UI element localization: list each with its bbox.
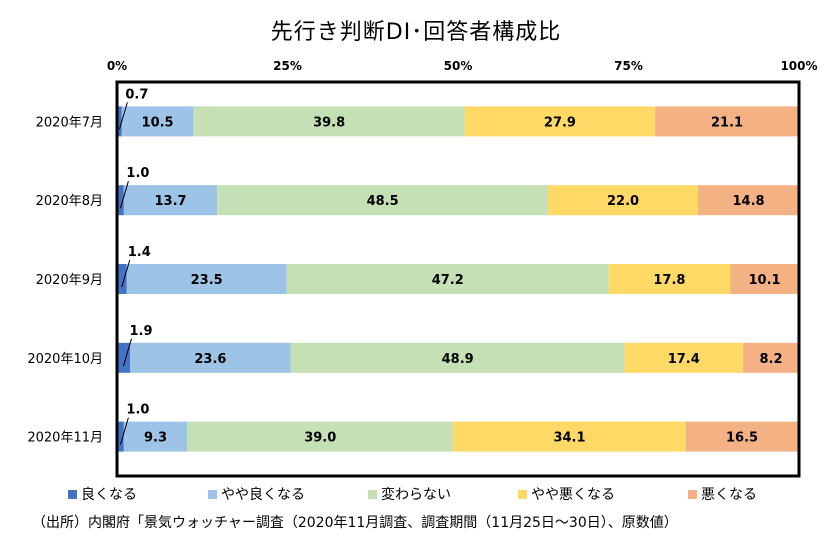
legend-label: 変わらない [381, 487, 451, 503]
data-label: 1.0 [126, 166, 149, 181]
legend-label: 良くなる [81, 487, 137, 503]
data-label: 16.5 [726, 431, 758, 446]
bar-segment [743, 342, 799, 373]
bar-segment [117, 106, 122, 137]
data-label: 23.5 [191, 273, 223, 288]
bar-segment [698, 185, 799, 216]
legend-swatch [688, 489, 697, 499]
x-tick-label: 0% [107, 59, 127, 73]
data-label: 17.8 [653, 273, 685, 288]
data-label: 8.2 [760, 352, 783, 367]
bar-segment [453, 421, 686, 452]
legend-label: やや悪くなる [531, 487, 615, 503]
bar-segment [187, 421, 454, 452]
bar-segment [129, 342, 291, 373]
data-label: 9.3 [144, 431, 167, 446]
legend-item: 変わらない [368, 484, 451, 504]
bar-segment [117, 421, 124, 452]
bar-segment [117, 264, 127, 294]
data-label: 48.9 [442, 352, 474, 367]
plot-frame [115, 80, 801, 478]
source-note: （出所）内閣府「景気ウォッチャー調査（2020年11月調査、調査期間（11月25… [32, 515, 678, 531]
bar-segment [608, 264, 731, 294]
data-label: 1.9 [129, 324, 152, 339]
bar-segment [123, 421, 188, 452]
bar-segment [193, 106, 465, 137]
data-label: 22.0 [607, 194, 639, 209]
bar-segment [286, 264, 609, 294]
bar-segment [123, 185, 218, 216]
data-label: 10.1 [749, 273, 781, 288]
legend-label: やや良くなる [221, 487, 305, 503]
bar-segment [217, 185, 549, 216]
bar-segment [117, 185, 124, 216]
data-label: 14.8 [732, 194, 764, 209]
labels-layer: 0% 25% 50% 75% 100% 2020年7月 0.7 10.5 39.8 27.9 21.… [27, 59, 817, 446]
category-label: 2020年7月 [36, 115, 103, 130]
chart-title: 先行き判断DI･回答者構成比 [270, 20, 562, 45]
x-tick-label: 75% [614, 59, 643, 73]
x-tick-label: 25% [273, 59, 302, 73]
data-label: 23.6 [194, 352, 226, 367]
leader-line [122, 338, 132, 366]
data-label: 0.7 [125, 87, 148, 102]
data-label: 48.5 [367, 194, 399, 209]
legend-item: 良くなる [68, 484, 137, 504]
x-tick-label: 100% [780, 59, 817, 73]
data-label: 47.2 [432, 273, 464, 288]
leader-line [118, 102, 128, 130]
legend-label: 悪くなる [701, 487, 757, 503]
bar-segment [624, 342, 744, 373]
legend-item: 悪くなる [688, 484, 757, 504]
bars-layer [117, 106, 799, 452]
legend-swatch [208, 489, 217, 499]
category-label: 2020年10月 [27, 352, 103, 367]
data-label: 34.1 [553, 431, 585, 446]
data-label: 10.5 [142, 115, 174, 130]
bar-segment [464, 106, 656, 137]
data-label: 1.0 [126, 403, 149, 418]
legend-item: やや悪くなる [518, 484, 615, 504]
data-label: 39.0 [304, 431, 336, 446]
data-label: 1.4 [128, 245, 151, 260]
legend: 良くなる やや良くなる 変わらない やや悪くなる 悪くなる [68, 484, 808, 504]
legend-swatch [68, 489, 77, 499]
category-label: 2020年9月 [36, 273, 103, 288]
legend-swatch [368, 489, 377, 499]
bar-segment [117, 342, 130, 373]
bar-segment [126, 264, 287, 294]
bar-segment [290, 342, 625, 373]
data-label: 17.4 [668, 352, 700, 367]
category-label: 2020年8月 [36, 194, 103, 209]
legend-swatch [518, 489, 527, 499]
data-label: 27.9 [544, 115, 576, 130]
bar-segment [548, 185, 699, 216]
data-label: 39.8 [313, 115, 345, 130]
data-label: 21.1 [711, 115, 743, 130]
leader-line [121, 259, 131, 288]
bar-segment [685, 421, 799, 452]
leader-line [119, 181, 129, 209]
data-label: 13.7 [154, 194, 186, 209]
bar-segment [730, 264, 799, 294]
bar-segment [121, 106, 194, 137]
category-label: 2020年11月 [27, 431, 103, 446]
legend-item: やや良くなる [208, 484, 305, 504]
leader-line [119, 417, 129, 445]
bar-segment [655, 106, 799, 137]
x-tick-label: 50% [444, 59, 473, 73]
